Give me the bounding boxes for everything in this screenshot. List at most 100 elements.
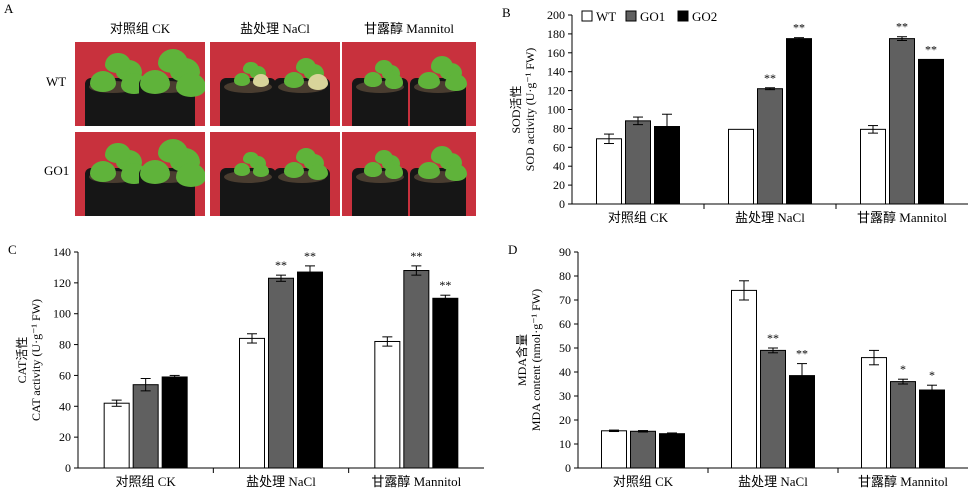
bar-go1-2 [889,38,915,205]
y-tick-label: 30 [559,389,571,403]
significance-mark: ** [896,20,908,34]
sod-chart: B 0 20 40 60 80 100 120 140 160 180 200 SOD活性 SOD act… [502,5,968,225]
panel-c: C 0 20 40 60 80 100 120 140 CAT活性 CAT activity (U·… [0,240,490,500]
panel-letter-b: B [502,5,511,20]
leaf-icon [176,73,205,97]
panel-b: B 0 20 40 60 80 100 120 140 160 180 200 SOD活性 SOD act… [490,0,975,235]
plant-photo-wt-0 [75,42,205,126]
significance-mark: * [900,362,906,376]
y-axis-label-en: CAT activity (U·g⁻¹ FW) [29,299,43,421]
leaf-icon [89,70,116,92]
y-tick-label: 60 [553,140,565,154]
leaf-icon [158,49,188,73]
column-label-ck: 对照组 CK [109,21,171,36]
bar-go1-2 [403,270,430,469]
plant-photo-go1-2 [342,132,476,216]
legend-label-go1: GO1 [640,9,665,24]
panel-d: D 0 10 20 30 40 50 60 70 80 90 MDA含量 MDA content (nm… [490,240,975,500]
leaf-icon [308,74,328,90]
y-tick-label: 200 [547,8,565,22]
pot-icon [220,78,276,126]
category-label-2: 甘露醇 Mannitol [371,474,461,489]
panel-a: A 对照组 CK 盐处理 NaCl 甘露醇 Mannitol WT GO1 [0,0,480,220]
leaf-icon [284,72,304,88]
pot-icon [220,168,276,216]
panel-letter-c: C [8,242,17,257]
category-label-2: 甘露醇 Mannitol [857,210,947,225]
y-tick-label: 60 [559,317,571,331]
plant-photo-wt-1 [210,42,340,126]
leaf-icon [385,164,404,179]
category-label-1: 盐处理 NaCl [735,210,805,225]
category-label-0: 对照组 CK [608,210,669,225]
bar-go1-0 [630,430,656,469]
column-label-mannitol: 甘露醇 Mannitol [364,21,454,36]
y-axis-label-en: MDA content (nmol·g⁻¹ FW) [529,289,543,431]
mda-chart: D 0 10 20 30 40 50 60 70 80 90 MDA含量 MDA content (nm… [508,242,968,489]
leaf-icon [444,73,467,92]
y-tick-label: 20 [59,430,71,444]
y-tick-label: 80 [59,338,71,352]
y-axis-label-cn: CAT活性 [15,337,29,384]
leaf-icon [374,59,393,75]
bar-go2-0 [659,433,685,469]
cat-chart: C 0 20 40 60 80 100 120 140 CAT活性 CAT activity (U·… [8,242,484,489]
category-label-0: 对照组 CK [613,474,674,489]
bar-go2-2 [432,297,459,469]
bar-wt-2 [861,357,887,469]
y-tick-label: 100 [53,307,71,321]
leaf-icon [243,151,260,165]
leaf-icon [105,52,132,74]
y-tick-label: 60 [59,368,71,382]
significance-mark: ** [304,249,316,263]
y-tick-label: 120 [547,84,565,98]
y-tick-label: 20 [559,413,571,427]
leaf-icon [284,162,304,178]
bar-go2-2 [919,389,945,469]
leaf-icon [233,72,250,86]
bar-go2-1 [786,38,812,205]
leaf-icon [296,58,316,74]
bar-go1-2 [890,381,916,469]
leaf-icon [243,61,260,75]
bar-wt-0 [103,402,130,469]
y-tick-label: 140 [547,65,565,79]
y-tick-label: 0 [565,461,571,475]
significance-mark: ** [767,331,779,345]
plant-photo-wt-2 [342,42,476,126]
leaf-icon [89,160,116,182]
leaf-icon [418,161,441,180]
legend-swatch-wt [581,10,593,22]
category-label-0: 对照组 CK [116,474,177,489]
leaf-icon [418,71,441,90]
category-label-1: 盐处理 NaCl [246,474,316,489]
panel-letter-d: D [508,242,517,257]
leaf-icon [105,142,132,164]
legend-label-go2: GO2 [692,9,717,24]
legend-swatch-go1 [625,10,637,22]
column-label-nacl: 盐处理 NaCl [240,21,310,36]
row-label-go1: GO1 [44,163,70,178]
significance-mark: * [929,368,935,382]
y-axis-label-cn: SOD活性 [509,85,523,133]
leaf-icon [431,146,454,164]
leaf-icon [233,162,250,176]
leaf-icon [296,148,316,164]
leaf-icon [158,139,188,163]
y-tick-label: 70 [559,293,571,307]
legend-label-wt: WT [596,9,616,24]
leaf-icon [431,56,454,74]
plant-photo-go1-0 [75,132,205,216]
bar-go1-1 [268,277,294,469]
bar-go2-1 [297,271,323,469]
y-tick-label: 160 [547,46,565,60]
y-tick-label: 40 [553,159,565,173]
leaf-icon [140,70,170,94]
y-tick-label: 0 [559,197,565,211]
leaf-icon [176,163,205,187]
category-label-1: 盐处理 NaCl [738,474,808,489]
y-tick-label: 80 [553,121,565,135]
bar-go2-0 [161,376,188,469]
significance-mark: ** [796,347,808,361]
